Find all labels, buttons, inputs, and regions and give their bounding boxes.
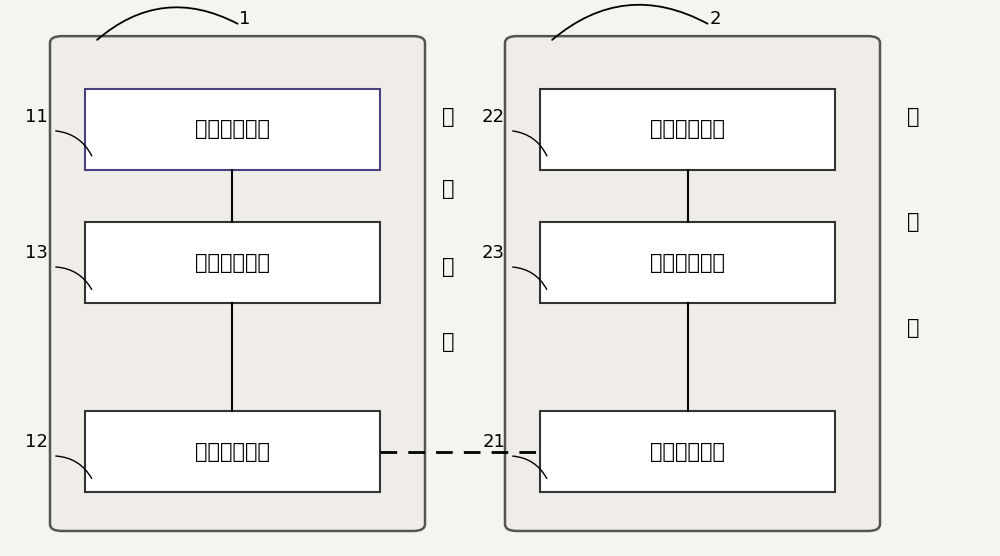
Text: 13: 13 [25, 244, 48, 262]
Text: 21: 21 [482, 433, 505, 451]
Text: 设: 设 [442, 257, 454, 277]
Text: 数据解析模块: 数据解析模块 [650, 253, 725, 272]
FancyBboxPatch shape [540, 411, 835, 492]
FancyBboxPatch shape [540, 222, 835, 303]
Text: 23: 23 [482, 244, 505, 262]
Text: 参数设置模块: 参数设置模块 [650, 120, 725, 139]
Text: 11: 11 [25, 108, 48, 126]
Text: 手: 手 [442, 107, 454, 127]
FancyBboxPatch shape [85, 89, 380, 170]
Text: 22: 22 [482, 108, 505, 126]
Text: 1: 1 [239, 11, 251, 28]
Text: 备: 备 [442, 332, 454, 352]
Text: 2: 2 [709, 11, 721, 28]
FancyBboxPatch shape [50, 36, 425, 531]
Text: 指令输入模块: 指令输入模块 [195, 120, 270, 139]
Text: 第一通信模块: 第一通信模块 [195, 442, 270, 461]
Text: 12: 12 [25, 433, 48, 451]
FancyBboxPatch shape [85, 411, 380, 492]
Text: 持: 持 [442, 179, 454, 199]
FancyBboxPatch shape [505, 36, 880, 531]
Text: 机: 机 [907, 318, 919, 338]
Text: 视: 视 [907, 212, 919, 232]
Text: 数据打包模块: 数据打包模块 [195, 253, 270, 272]
Text: 第二通信模块: 第二通信模块 [650, 442, 725, 461]
FancyBboxPatch shape [540, 89, 835, 170]
FancyBboxPatch shape [85, 222, 380, 303]
Text: 电: 电 [907, 107, 919, 127]
